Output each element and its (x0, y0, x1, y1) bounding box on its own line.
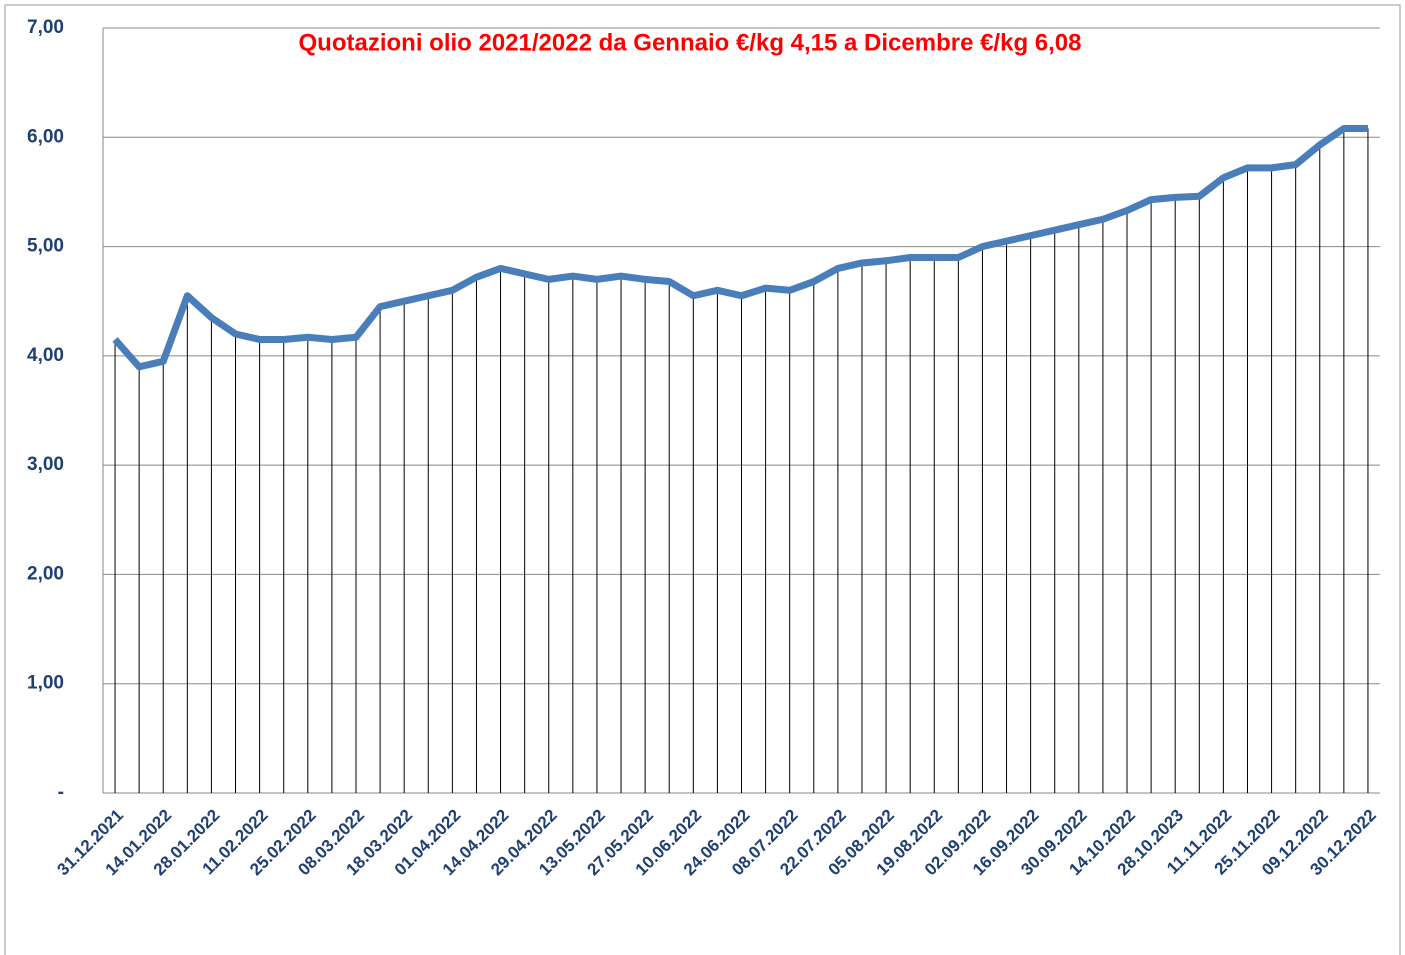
y-tick-label: 5,00 (27, 236, 64, 257)
y-tick-label: 3,00 (27, 454, 64, 475)
y-tick-label: 1,00 (27, 673, 64, 694)
y-tick-label: 4,00 (27, 345, 64, 366)
y-tick-label: 7,00 (27, 17, 64, 38)
y-tick-label: 2,00 (27, 563, 64, 584)
y-tick-label: 6,00 (27, 126, 64, 147)
chart-title: Quotazioni olio 2021/2022 da Gennaio €/k… (299, 29, 1082, 56)
y-tick-label: - (58, 782, 64, 803)
data-line (112, 125, 1368, 371)
chart-border (4, 4, 1401, 955)
